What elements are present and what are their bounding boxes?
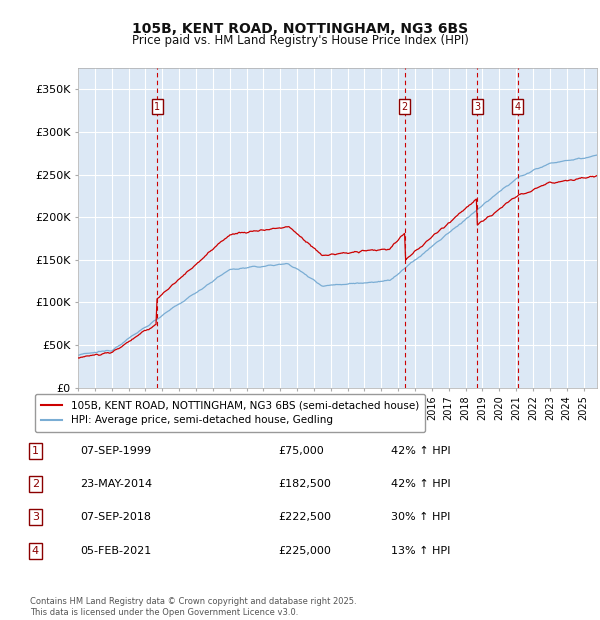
Text: 2: 2 [32,479,39,489]
Text: £222,500: £222,500 [278,512,331,522]
Text: 07-SEP-2018: 07-SEP-2018 [80,512,151,522]
Text: 105B, KENT ROAD, NOTTINGHAM, NG3 6BS: 105B, KENT ROAD, NOTTINGHAM, NG3 6BS [132,22,468,36]
Text: £225,000: £225,000 [278,546,331,556]
Text: Contains HM Land Registry data © Crown copyright and database right 2025.
This d: Contains HM Land Registry data © Crown c… [30,598,356,617]
Text: 42% ↑ HPI: 42% ↑ HPI [391,446,450,456]
Legend: 105B, KENT ROAD, NOTTINGHAM, NG3 6BS (semi-detached house), HPI: Average price, : 105B, KENT ROAD, NOTTINGHAM, NG3 6BS (se… [35,394,425,432]
Text: 30% ↑ HPI: 30% ↑ HPI [391,512,450,522]
Text: 3: 3 [474,102,480,112]
Text: 4: 4 [32,546,39,556]
Text: 23-MAY-2014: 23-MAY-2014 [80,479,152,489]
Text: 13% ↑ HPI: 13% ↑ HPI [391,546,450,556]
Text: Price paid vs. HM Land Registry's House Price Index (HPI): Price paid vs. HM Land Registry's House … [131,34,469,47]
Text: 1: 1 [154,102,160,112]
Text: 3: 3 [32,512,39,522]
Text: 2: 2 [401,102,408,112]
Text: 42% ↑ HPI: 42% ↑ HPI [391,479,450,489]
Text: 05-FEB-2021: 05-FEB-2021 [80,546,152,556]
Text: 07-SEP-1999: 07-SEP-1999 [80,446,152,456]
Text: £182,500: £182,500 [278,479,331,489]
Text: 4: 4 [515,102,521,112]
Text: £75,000: £75,000 [278,446,323,456]
Text: 1: 1 [32,446,39,456]
